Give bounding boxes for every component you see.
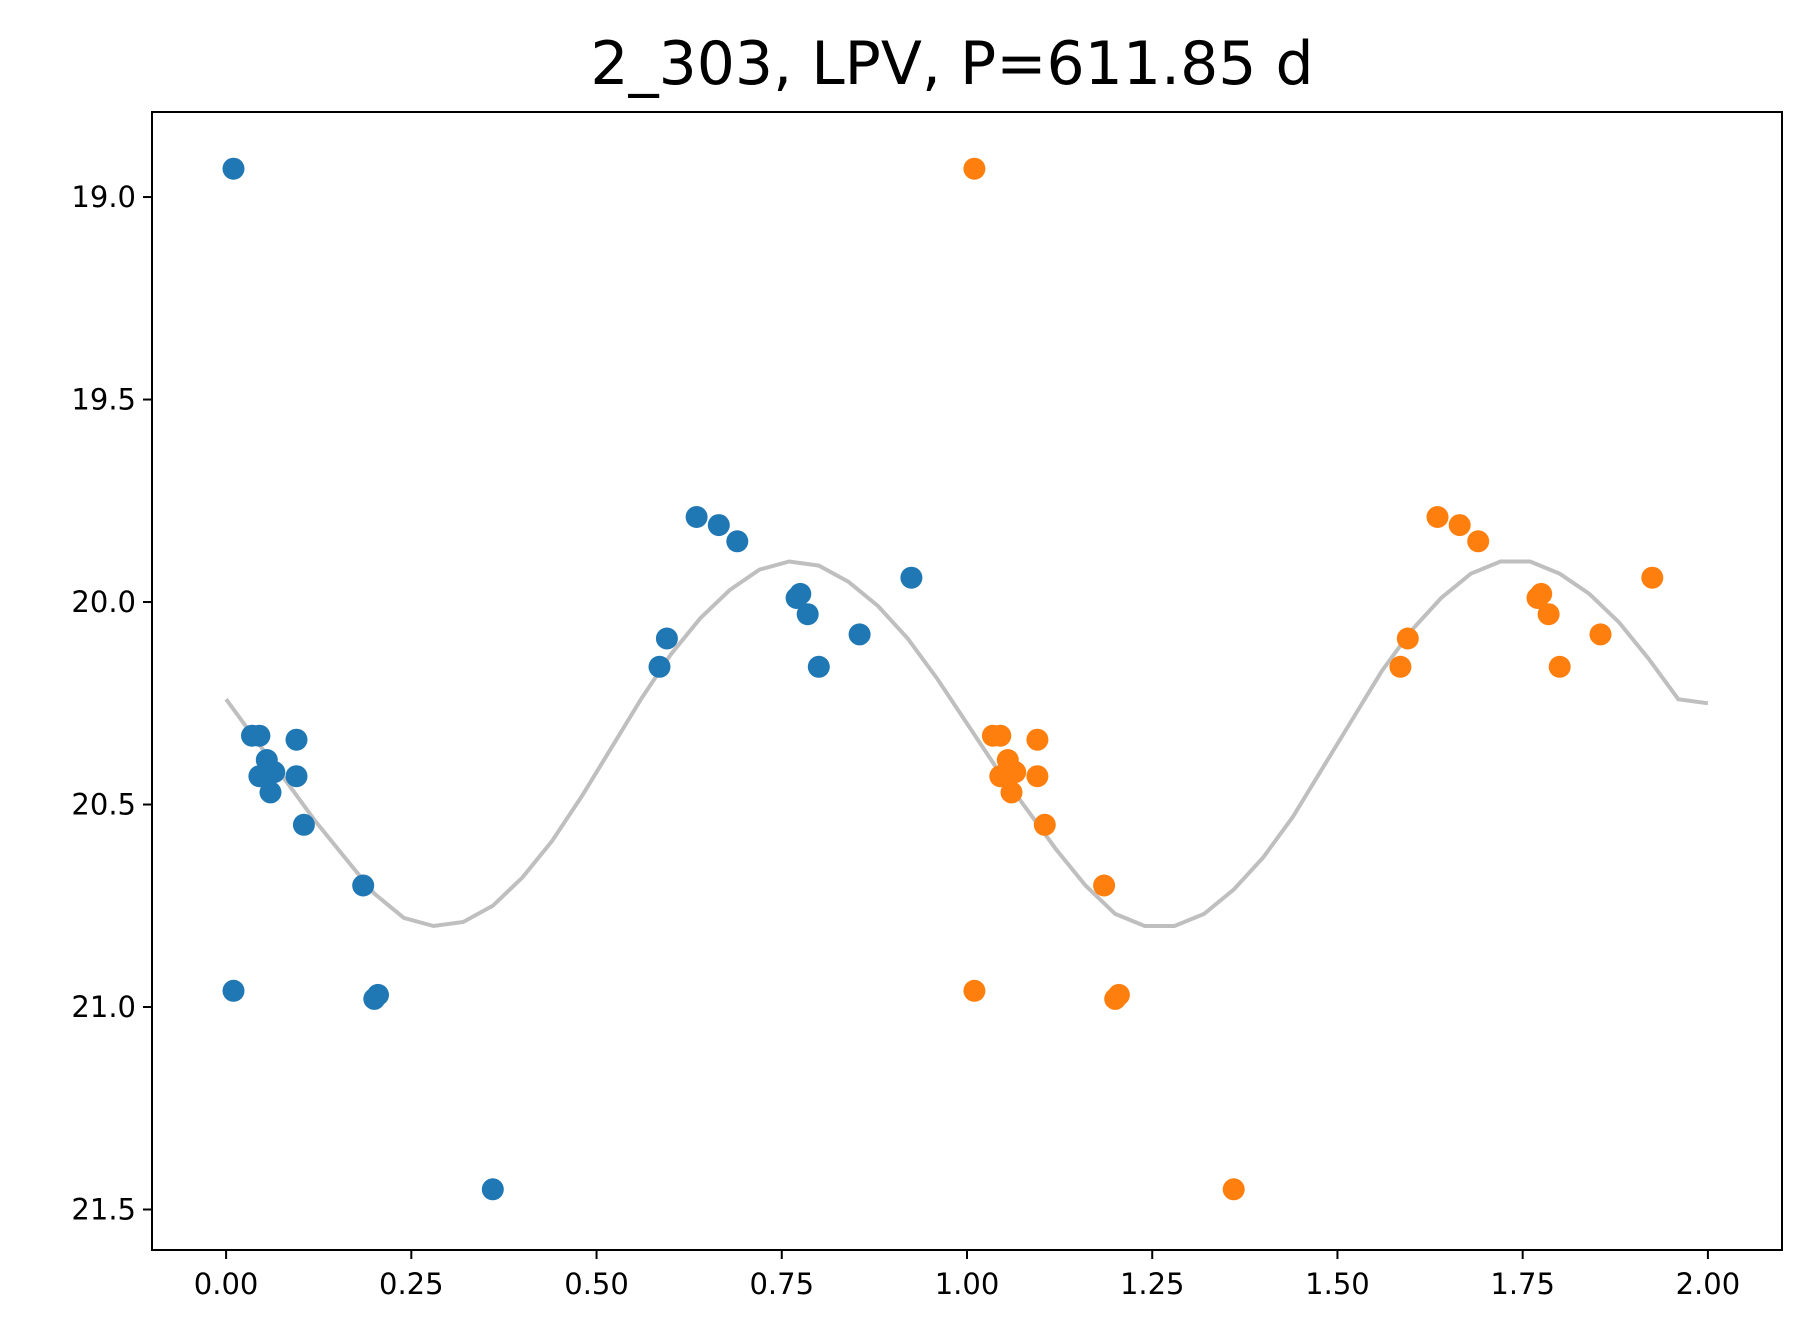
y-tick-label: 21.5 bbox=[71, 1193, 136, 1227]
data-point-series-2 bbox=[1026, 728, 1049, 751]
chart-title: 2_303, LPV, P=611.85 d bbox=[590, 29, 1313, 99]
data-point-series-2 bbox=[1467, 530, 1490, 553]
y-tick-label: 21.0 bbox=[71, 990, 136, 1024]
plot-area bbox=[222, 157, 1709, 1201]
data-point-series-2 bbox=[1641, 566, 1664, 589]
data-point-series-1 bbox=[285, 728, 308, 751]
data-point-series-2 bbox=[1000, 781, 1023, 804]
data-point-series-1 bbox=[481, 1178, 504, 1201]
data-point-series-1 bbox=[222, 157, 245, 180]
data-point-series-2 bbox=[1537, 603, 1560, 626]
data-point-series-2 bbox=[1222, 1178, 1245, 1201]
y-tick-label: 20.5 bbox=[71, 788, 136, 822]
data-point-series-2 bbox=[1026, 765, 1049, 788]
x-tick-label: 0.00 bbox=[194, 1267, 259, 1301]
data-point-series-2 bbox=[1396, 627, 1419, 650]
data-point-series-1 bbox=[367, 983, 389, 1006]
data-point-series-1 bbox=[848, 623, 871, 646]
x-tick-label: 1.25 bbox=[1120, 1267, 1185, 1301]
y-tick-label: 19.0 bbox=[71, 180, 136, 214]
x-tick-label: 0.25 bbox=[379, 1267, 444, 1301]
y-tick-label: 20.0 bbox=[71, 585, 136, 619]
data-point-series-1 bbox=[285, 765, 308, 788]
x-tick-label: 0.75 bbox=[749, 1267, 814, 1301]
data-point-series-1 bbox=[707, 514, 730, 537]
data-point-series-2 bbox=[1548, 655, 1571, 678]
data-point-series-2 bbox=[1426, 506, 1449, 528]
x-tick-label: 2.00 bbox=[1676, 1267, 1741, 1301]
data-point-series-2 bbox=[963, 157, 986, 180]
data-point-series-2 bbox=[989, 724, 1012, 747]
x-tick-label: 1.75 bbox=[1490, 1267, 1555, 1301]
data-point-series-1 bbox=[726, 530, 749, 553]
data-point-series-1 bbox=[685, 506, 708, 528]
data-point-series-1 bbox=[789, 582, 812, 605]
data-point-series-1 bbox=[352, 874, 375, 897]
x-tick-label: 1.50 bbox=[1305, 1267, 1370, 1301]
data-point-series-1 bbox=[648, 655, 671, 678]
data-point-series-2 bbox=[1093, 874, 1116, 897]
data-point-series-1 bbox=[655, 627, 678, 650]
data-point-series-2 bbox=[1589, 623, 1612, 646]
x-tick-label: 0.50 bbox=[564, 1267, 629, 1301]
data-point-series-1 bbox=[259, 781, 282, 804]
model-curve bbox=[224, 559, 1709, 929]
data-point-series-2 bbox=[1033, 813, 1056, 836]
axes: 0.00 0.25 0.50 0.75 1.00 1.25 1.50 1.75 2.00 19.0… bbox=[71, 180, 1740, 1301]
data-point-series-1 bbox=[263, 761, 286, 784]
data-point-series-2 bbox=[1448, 514, 1471, 537]
data-point-series-1 bbox=[900, 566, 923, 589]
data-point-series-1 bbox=[292, 813, 315, 836]
axes-frame bbox=[151, 111, 1783, 1251]
data-point-series-2 bbox=[1530, 582, 1553, 605]
data-point-series-1 bbox=[248, 724, 271, 747]
data-point-series-2 bbox=[1107, 983, 1130, 1006]
data-point-series-2 bbox=[1389, 655, 1412, 678]
data-point-series-1 bbox=[796, 603, 819, 626]
data-point-series-2 bbox=[963, 979, 986, 1002]
y-tick-label: 19.5 bbox=[71, 383, 136, 417]
data-point-series-1 bbox=[807, 655, 830, 678]
data-point-series-1 bbox=[222, 979, 245, 1002]
data-point-series-2 bbox=[1004, 761, 1027, 784]
x-tick-label: 1.00 bbox=[935, 1267, 1000, 1301]
